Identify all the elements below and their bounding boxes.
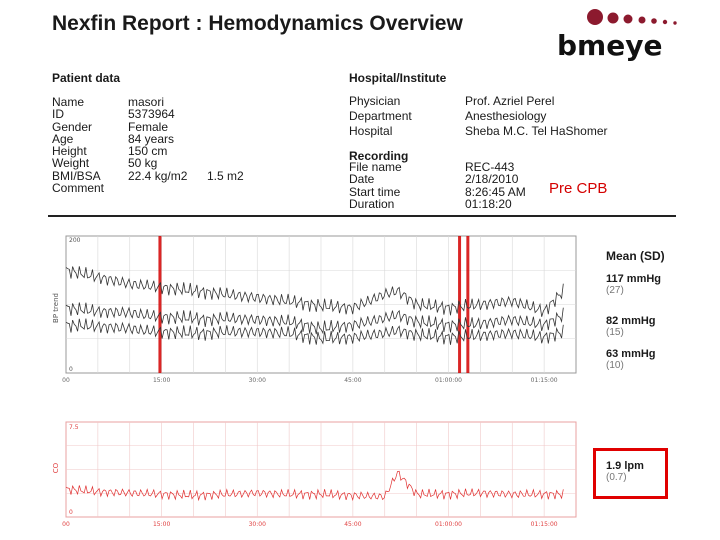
x-tick-label: 01:15:00 [531, 377, 558, 384]
patient-data-heading: Patient data [52, 71, 121, 85]
file-name-label: File name [349, 160, 402, 174]
series-line [65, 302, 564, 335]
bp-stat-diastolic: 63 mmHg (10) [606, 348, 656, 371]
logo-dot [662, 19, 668, 25]
pre-cpb-annotation: Pre CPB [549, 180, 608, 197]
hospital-values: Prof. Azriel Perel Anesthesiology Sheba … [465, 94, 608, 139]
x-tick-label: 15:00 [153, 377, 170, 384]
hospital-label: Hospital [349, 124, 393, 138]
co-stat: 1.9 lpm (0.7) [606, 460, 644, 483]
age-label: Age [52, 131, 74, 146]
x-tick-label: 01:00:00 [435, 521, 462, 528]
co-x-tick-labels: 00 15:00 30:00 45:00 01:00:00 01:15:00 [62, 521, 558, 528]
x-tick-label: 30:00 [249, 521, 266, 528]
patient-labels: Name ID Gender Age Height Weight BMI/BSA… [52, 95, 105, 196]
hospital-heading: Hospital/Institute [349, 71, 447, 85]
name-label: Name [52, 95, 85, 109]
bmi-bsa-label: BMI/BSA [52, 168, 101, 183]
x-tick-label: 45:00 [344, 377, 361, 384]
height-label: Height [52, 144, 87, 159]
co-y-tick-top: 7.5 [69, 424, 79, 431]
x-tick-label: 01:00:00 [435, 377, 462, 384]
co-series-lines [65, 470, 564, 502]
x-tick-label: 30:00 [249, 377, 266, 384]
bp-y-tick-top: 200 [69, 237, 81, 244]
department-value: Anesthesiology [465, 109, 547, 123]
bp-y-axis-label: BP trend [52, 293, 60, 323]
start-time-label: Start time [349, 184, 401, 199]
id-label: ID [52, 107, 64, 122]
age-value: 84 years [128, 131, 175, 146]
physician-value: Prof. Azriel Perel [465, 94, 555, 108]
recording-heading: Recording [349, 149, 409, 163]
bmi-value: 22.4 kg/m2 [128, 168, 188, 183]
series-line [65, 470, 564, 502]
stat-value: 63 mmHg [606, 348, 656, 360]
bsa-value: 1.5 m2 [207, 169, 244, 183]
id-value: 5373964 [128, 107, 175, 122]
logo-dot [638, 16, 646, 24]
stat-sd: (10) [606, 360, 624, 371]
logo-dot [587, 9, 603, 25]
date-value: 2/18/2010 [465, 172, 519, 187]
bp-series-lines [65, 266, 564, 345]
duration-label: Duration [349, 196, 395, 211]
gender-value: Female [128, 119, 169, 134]
file-name-value: REC-443 [465, 160, 515, 174]
series-line [65, 318, 564, 345]
event-marker [158, 236, 162, 373]
co-y-axis-label: CO [52, 462, 60, 473]
name-value: masori [128, 95, 165, 109]
stat-value: 117 mmHg [606, 273, 662, 285]
bp-x-tick-labels: 00 15:00 30:00 45:00 01:00:00 01:15:00 [62, 377, 558, 384]
x-tick-label: 45:00 [344, 521, 361, 528]
recording-values: REC-443 2/18/2010 8:26:45 AM 01:18:20 [465, 161, 526, 210]
bp-stats-heading: Mean (SD) [606, 249, 665, 263]
bmeye-logo: bmeye [557, 9, 677, 62]
section-divider [48, 215, 676, 217]
physician-label: Physician [349, 94, 401, 108]
stat-value: 82 mmHg [606, 315, 656, 327]
logo-dot [623, 14, 633, 24]
x-tick-label: 15:00 [153, 521, 170, 528]
stat-sd: (0.7) [606, 472, 627, 483]
comment-label: Comment [52, 181, 105, 196]
co-trend-chart: CO 7.5 0 00 15:00 30:00 45:00 01:00:00 01:15:… [52, 421, 577, 528]
height-value: 150 cm [128, 144, 168, 159]
weight-value: 50 kg [128, 156, 158, 171]
report-title: Nexfin Report : Hemodynamics Overview [52, 12, 463, 35]
hospital-value: Sheba M.C. Tel HaShomer [465, 124, 608, 138]
bp-trend-chart: BP trend 200 0 00 15:00 30:00 45:00 01:00:00… [52, 235, 577, 384]
x-tick-label: 01:15:00 [531, 521, 558, 528]
bp-stat-systolic: 117 mmHg (27) [606, 273, 661, 296]
series-line [65, 266, 564, 317]
bp-stat-mean: 82 mmHg (15) [606, 315, 656, 338]
bp-y-tick-bottom: 0 [69, 366, 73, 373]
x-tick-label: 00 [62, 521, 70, 528]
logo-dot [673, 21, 677, 25]
co-gridlines [66, 422, 576, 517]
bp-gridlines [66, 236, 576, 373]
logo-dot [607, 12, 619, 24]
recording-labels: File name Date Start time Duration [349, 161, 402, 210]
co-stat-highlight-box [593, 448, 668, 499]
logo-text: bmeye [557, 29, 662, 62]
weight-label: Weight [52, 156, 90, 171]
logo-dot [651, 18, 657, 24]
stat-sd: (27) [606, 285, 624, 296]
event-marker [466, 236, 470, 373]
co-y-tick-bottom: 0 [69, 509, 73, 516]
date-label: Date [349, 172, 375, 187]
department-label: Department [349, 109, 412, 123]
stat-value: 1.9 lpm [606, 460, 644, 472]
hospital-labels: Physician Department Hospital [349, 94, 412, 139]
start-time-value: 8:26:45 AM [465, 184, 526, 199]
stat-sd: (15) [606, 327, 624, 338]
x-tick-label: 00 [62, 377, 70, 384]
duration-value: 01:18:20 [465, 196, 512, 211]
patient-values: masori 5373964 Female 84 years 150 cm 50… [128, 96, 187, 182]
gender-label: Gender [52, 119, 93, 134]
